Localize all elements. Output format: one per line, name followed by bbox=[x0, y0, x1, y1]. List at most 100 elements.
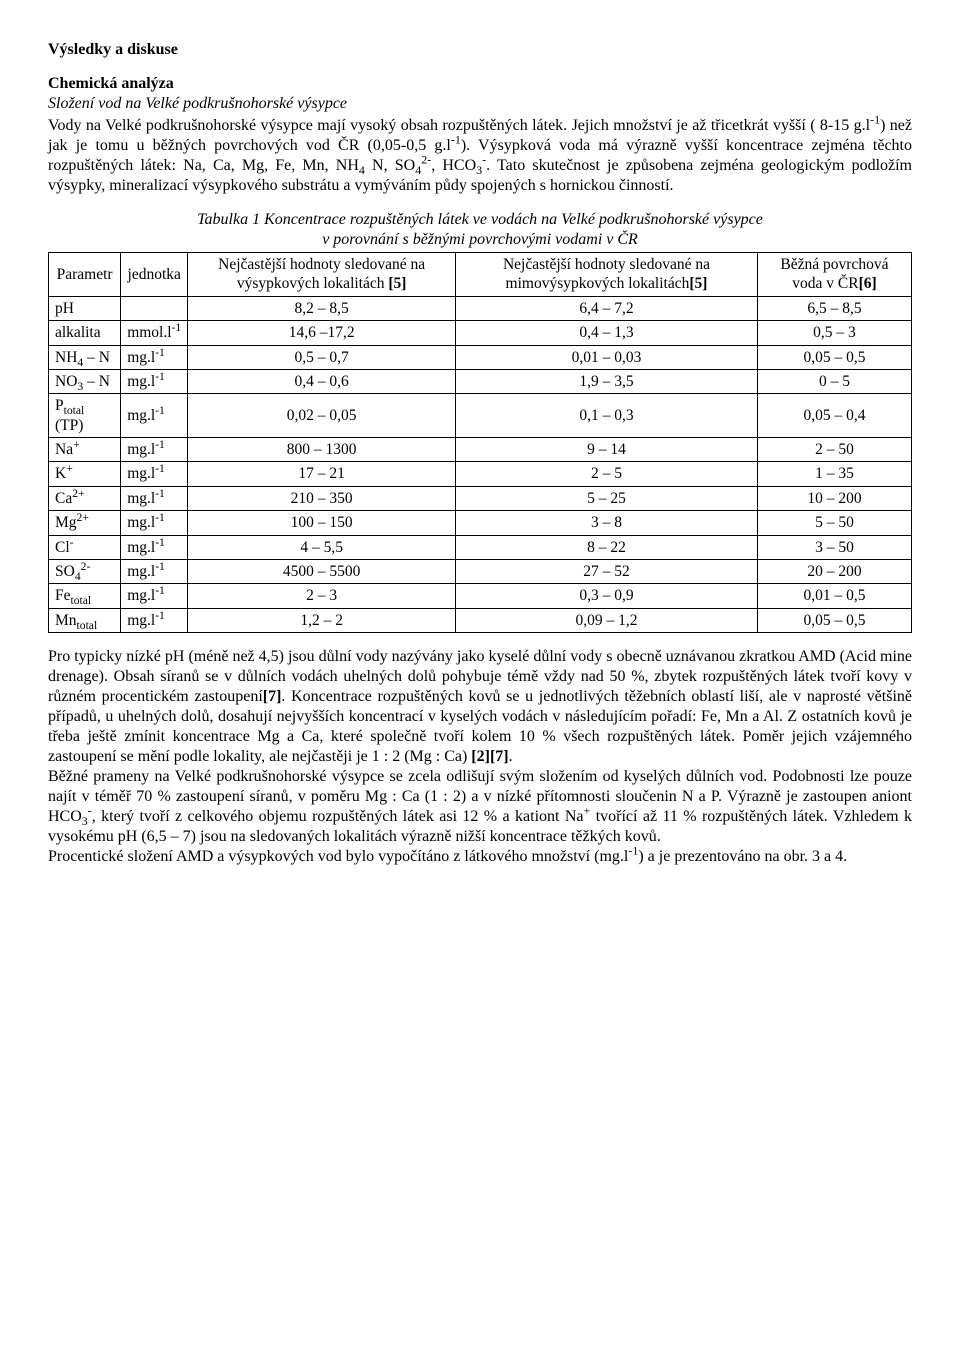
cell-c3: 0,01 – 0,5 bbox=[757, 584, 911, 608]
th-col1-ref: [5] bbox=[388, 275, 406, 292]
cell-c2: 0,09 – 1,2 bbox=[456, 608, 758, 632]
cell-unit: mg.l-1 bbox=[121, 608, 188, 632]
table-row: Mg2+mg.l-1100 – 1503 – 85 – 50 bbox=[49, 511, 912, 535]
cell-param: Ptotal (TP) bbox=[49, 394, 121, 438]
cell-c1: 210 – 350 bbox=[188, 486, 456, 510]
cell-param: Mg2+ bbox=[49, 511, 121, 535]
para2-c: . bbox=[509, 748, 513, 765]
cell-param: pH bbox=[49, 296, 121, 320]
sup-minus1-a: -1 bbox=[870, 113, 880, 127]
th-col2-ref: [5] bbox=[689, 275, 707, 292]
table-row: NH4 – Nmg.l-10,5 – 0,70,01 – 0,030,05 – … bbox=[49, 345, 912, 369]
cell-unit: mmol.l-1 bbox=[121, 321, 188, 345]
cell-param: Na+ bbox=[49, 438, 121, 462]
para4-a: Procentické složení AMD a výsypkových vo… bbox=[48, 848, 628, 865]
cell-c2: 0,1 – 0,3 bbox=[456, 394, 758, 438]
paragraph-2: Pro typicky nízké pH (méně než 4,5) jsou… bbox=[48, 647, 912, 767]
cell-c1: 17 – 21 bbox=[188, 462, 456, 486]
intro-text-a: Vody na Velké podkrušnohorské výsypce ma… bbox=[48, 117, 870, 134]
cell-unit: mg.l-1 bbox=[121, 438, 188, 462]
sup-2minus: 2- bbox=[421, 153, 431, 167]
th-col1: Nejčastější hodnoty sledované na výsypko… bbox=[188, 253, 456, 297]
cell-param: SO42- bbox=[49, 559, 121, 583]
cell-unit: mg.l-1 bbox=[121, 486, 188, 510]
table-row: K+mg.l-117 – 212 – 51 – 35 bbox=[49, 462, 912, 486]
cell-c3: 5 – 50 bbox=[757, 511, 911, 535]
cell-param: Mntotal bbox=[49, 608, 121, 632]
table-row: alkalitammol.l-114,6 –17,20,4 – 1,30,5 –… bbox=[49, 321, 912, 345]
table-row: SO42-mg.l-14500 – 550027 – 5220 – 200 bbox=[49, 559, 912, 583]
cell-c3: 10 – 200 bbox=[757, 486, 911, 510]
th-col3-ref: [6] bbox=[859, 275, 877, 292]
th-col2: Nejčastější hodnoty sledované na mimovýs… bbox=[456, 253, 758, 297]
cell-param: Fetotal bbox=[49, 584, 121, 608]
cell-unit: mg.l-1 bbox=[121, 394, 188, 438]
cell-param: Cl- bbox=[49, 535, 121, 559]
cell-c3: 0,05 – 0,5 bbox=[757, 345, 911, 369]
cell-c2: 0,01 – 0,03 bbox=[456, 345, 758, 369]
cell-c1: 0,5 – 0,7 bbox=[188, 345, 456, 369]
sup-minus1-c: -1 bbox=[628, 844, 638, 858]
cell-c2: 2 – 5 bbox=[456, 462, 758, 486]
cell-c2: 8 – 22 bbox=[456, 535, 758, 559]
para3-b: , který tvoří z celkového objemu rozpušt… bbox=[92, 808, 584, 825]
th-col2-text: Nejčastější hodnoty sledované na mimovýs… bbox=[503, 256, 710, 292]
para4-b: ) a je prezentováno na obr. 3 a 4. bbox=[638, 848, 847, 865]
table-row: Ca2+mg.l-1210 – 3505 – 2510 – 200 bbox=[49, 486, 912, 510]
th-col3: Běžná povrchová voda v ČR[6] bbox=[757, 253, 911, 297]
table-row: Fetotalmg.l-12 – 30,3 – 0,90,01 – 0,5 bbox=[49, 584, 912, 608]
table-row: Cl-mg.l-14 – 5,58 – 223 – 50 bbox=[49, 535, 912, 559]
para2-ref2: [2][7] bbox=[471, 748, 508, 765]
concentration-table: Parametr jednotka Nejčastější hodnoty sl… bbox=[48, 252, 912, 633]
heading-chem-analysis: Chemická analýza bbox=[48, 74, 912, 94]
cell-c3: 1 – 35 bbox=[757, 462, 911, 486]
table-caption: Tabulka 1 Koncentrace rozpuštěných látek… bbox=[48, 210, 912, 250]
intro-text-d: N, SO bbox=[365, 157, 415, 174]
cell-c1: 14,6 –17,2 bbox=[188, 321, 456, 345]
table-row: Mntotalmg.l-11,2 – 20,09 – 1,20,05 – 0,5 bbox=[49, 608, 912, 632]
cell-c3: 6,5 – 8,5 bbox=[757, 296, 911, 320]
cell-param: K+ bbox=[49, 462, 121, 486]
intro-paragraph: Vody na Velké podkrušnohorské výsypce ma… bbox=[48, 116, 912, 196]
th-unit: jednotka bbox=[121, 253, 188, 297]
cell-c3: 0 – 5 bbox=[757, 369, 911, 393]
cell-c3: 2 – 50 bbox=[757, 438, 911, 462]
cell-c3: 20 – 200 bbox=[757, 559, 911, 583]
cell-c3: 3 – 50 bbox=[757, 535, 911, 559]
table-row: NO3 – Nmg.l-10,4 – 0,61,9 – 3,50 – 5 bbox=[49, 369, 912, 393]
paragraph-3: Běžné prameny na Velké podkrušnohorské v… bbox=[48, 767, 912, 847]
cell-c2: 9 – 14 bbox=[456, 438, 758, 462]
cell-c1: 0,02 – 0,05 bbox=[188, 394, 456, 438]
cell-unit: mg.l-1 bbox=[121, 462, 188, 486]
cell-param: NH4 – N bbox=[49, 345, 121, 369]
cell-unit: mg.l-1 bbox=[121, 511, 188, 535]
sup-minus1-b: -1 bbox=[451, 133, 461, 147]
cell-c2: 6,4 – 7,2 bbox=[456, 296, 758, 320]
cell-c1: 8,2 – 8,5 bbox=[188, 296, 456, 320]
cell-c2: 0,4 – 1,3 bbox=[456, 321, 758, 345]
cell-c2: 1,9 – 3,5 bbox=[456, 369, 758, 393]
cell-c1: 2 – 3 bbox=[188, 584, 456, 608]
cell-c2: 3 – 8 bbox=[456, 511, 758, 535]
cell-param: NO3 – N bbox=[49, 369, 121, 393]
cell-param: alkalita bbox=[49, 321, 121, 345]
table-row: pH 8,2 – 8,56,4 – 7,26,5 – 8,5 bbox=[49, 296, 912, 320]
table-row: Ptotal (TP)mg.l-10,02 – 0,050,1 – 0,30,0… bbox=[49, 394, 912, 438]
table-header-row: Parametr jednotka Nejčastější hodnoty sl… bbox=[49, 253, 912, 297]
th-param: Parametr bbox=[49, 253, 121, 297]
heading-results: Výsledky a diskuse bbox=[48, 40, 912, 60]
cell-c1: 0,4 – 0,6 bbox=[188, 369, 456, 393]
caption-line-2: v porovnání s běžnými povrchovými vodami… bbox=[322, 231, 638, 248]
intro-text-e: , HCO bbox=[431, 157, 476, 174]
cell-unit: mg.l-1 bbox=[121, 559, 188, 583]
paragraph-4: Procentické složení AMD a výsypkových vo… bbox=[48, 847, 912, 867]
cell-unit: mg.l-1 bbox=[121, 535, 188, 559]
cell-c2: 0,3 – 0,9 bbox=[456, 584, 758, 608]
cell-c1: 800 – 1300 bbox=[188, 438, 456, 462]
cell-c1: 4 – 5,5 bbox=[188, 535, 456, 559]
cell-c2: 5 – 25 bbox=[456, 486, 758, 510]
cell-c3: 0,05 – 0,4 bbox=[757, 394, 911, 438]
cell-c3: 0,5 – 3 bbox=[757, 321, 911, 345]
cell-c2: 27 – 52 bbox=[456, 559, 758, 583]
cell-unit: mg.l-1 bbox=[121, 584, 188, 608]
